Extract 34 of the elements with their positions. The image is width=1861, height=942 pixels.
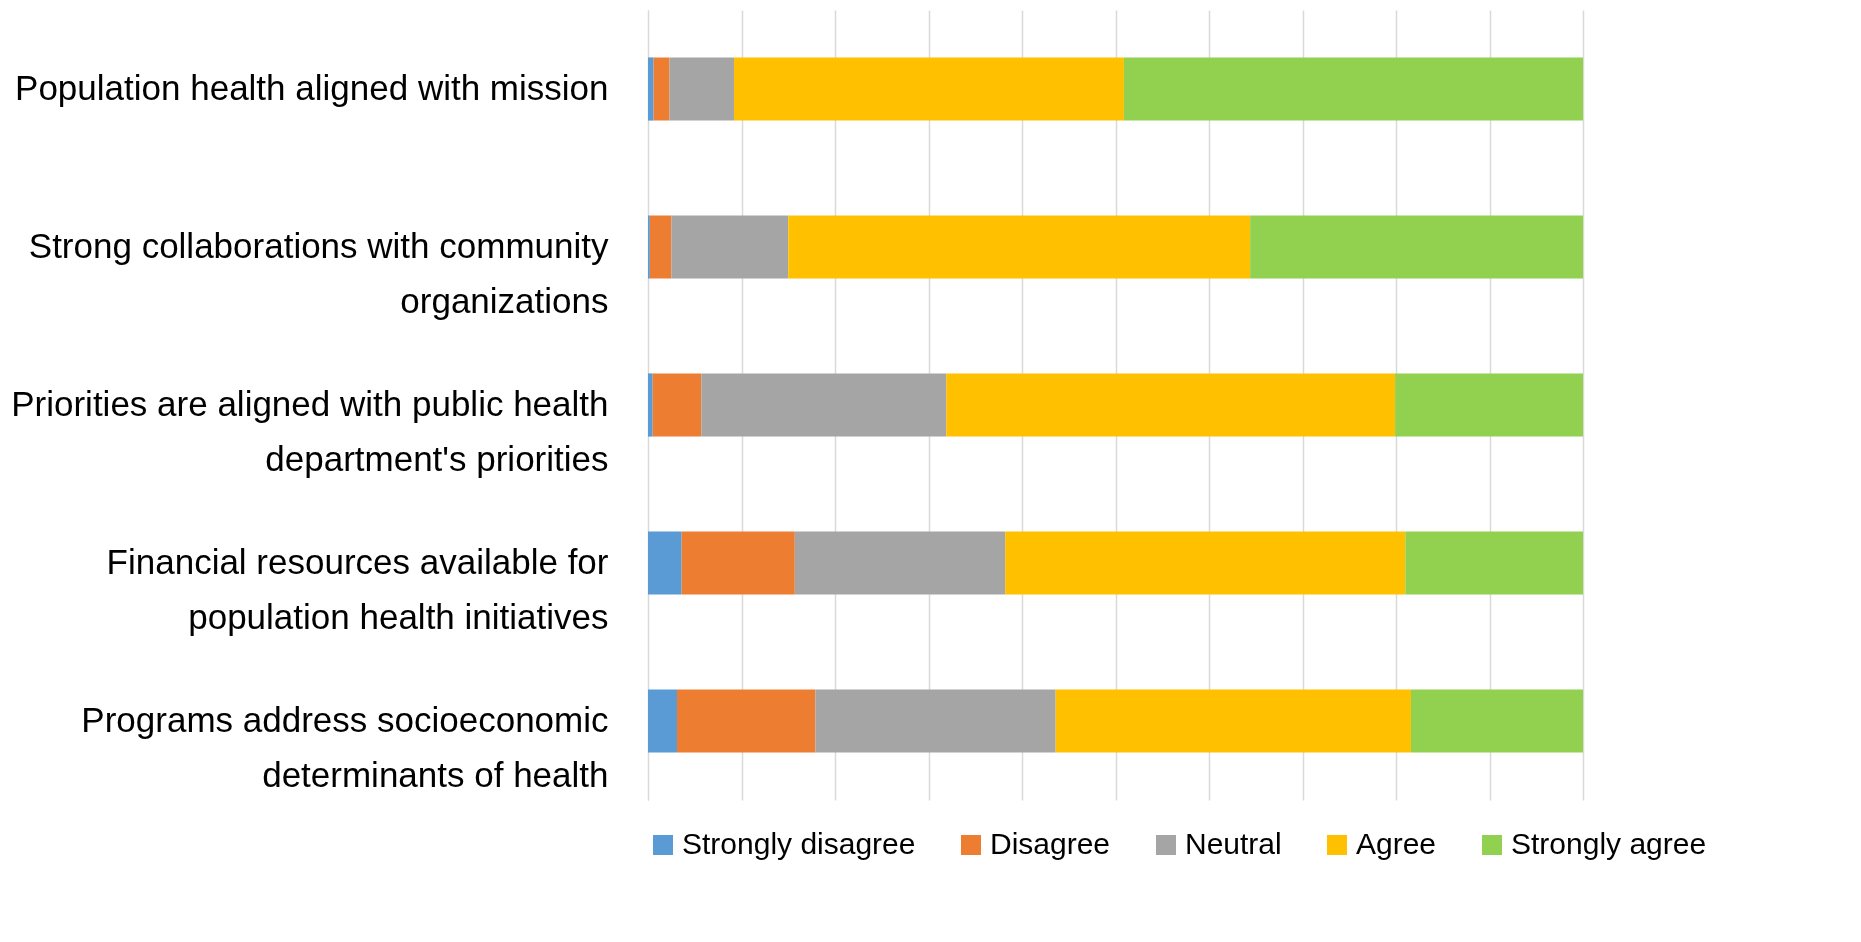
bar	[671, 215, 789, 279]
legend-label: Disagree	[990, 827, 1111, 860]
legend-label: Agree	[1356, 827, 1437, 860]
bar	[946, 373, 1396, 437]
bar	[734, 57, 1124, 121]
bar	[649, 215, 672, 279]
bar	[681, 531, 795, 595]
bar	[794, 531, 1006, 595]
bar	[1123, 57, 1583, 121]
bar	[648, 57, 654, 121]
bar	[676, 689, 816, 753]
y-tick-label: Financial resources available for population health initiatives	[106, 542, 609, 636]
bar	[1005, 531, 1406, 595]
bar	[669, 57, 735, 121]
bar	[1405, 531, 1583, 595]
bar	[1250, 215, 1583, 279]
bar	[1410, 689, 1583, 753]
y-tick-label: Priorities are aligned with public health department's priorities	[11, 384, 609, 478]
legend-label: Strongly agree	[1511, 827, 1707, 860]
y-tick-label: Strong collaborations with community organizations	[28, 226, 609, 320]
bar	[648, 531, 682, 595]
bar	[815, 689, 1056, 753]
bar	[648, 689, 677, 753]
bar	[788, 215, 1251, 279]
bar	[648, 373, 653, 437]
y-tick-label: Programs address socioeconomic determinants of health	[81, 700, 609, 794]
legend-label: Strongly disagree	[682, 827, 916, 860]
bar	[653, 57, 670, 121]
bar	[652, 373, 702, 437]
legend-label: Neutral	[1185, 827, 1282, 860]
bar	[1395, 373, 1583, 437]
bar	[701, 373, 947, 437]
y-tick-label: Population health aligned with mission	[15, 68, 609, 107]
bar	[1055, 689, 1411, 753]
